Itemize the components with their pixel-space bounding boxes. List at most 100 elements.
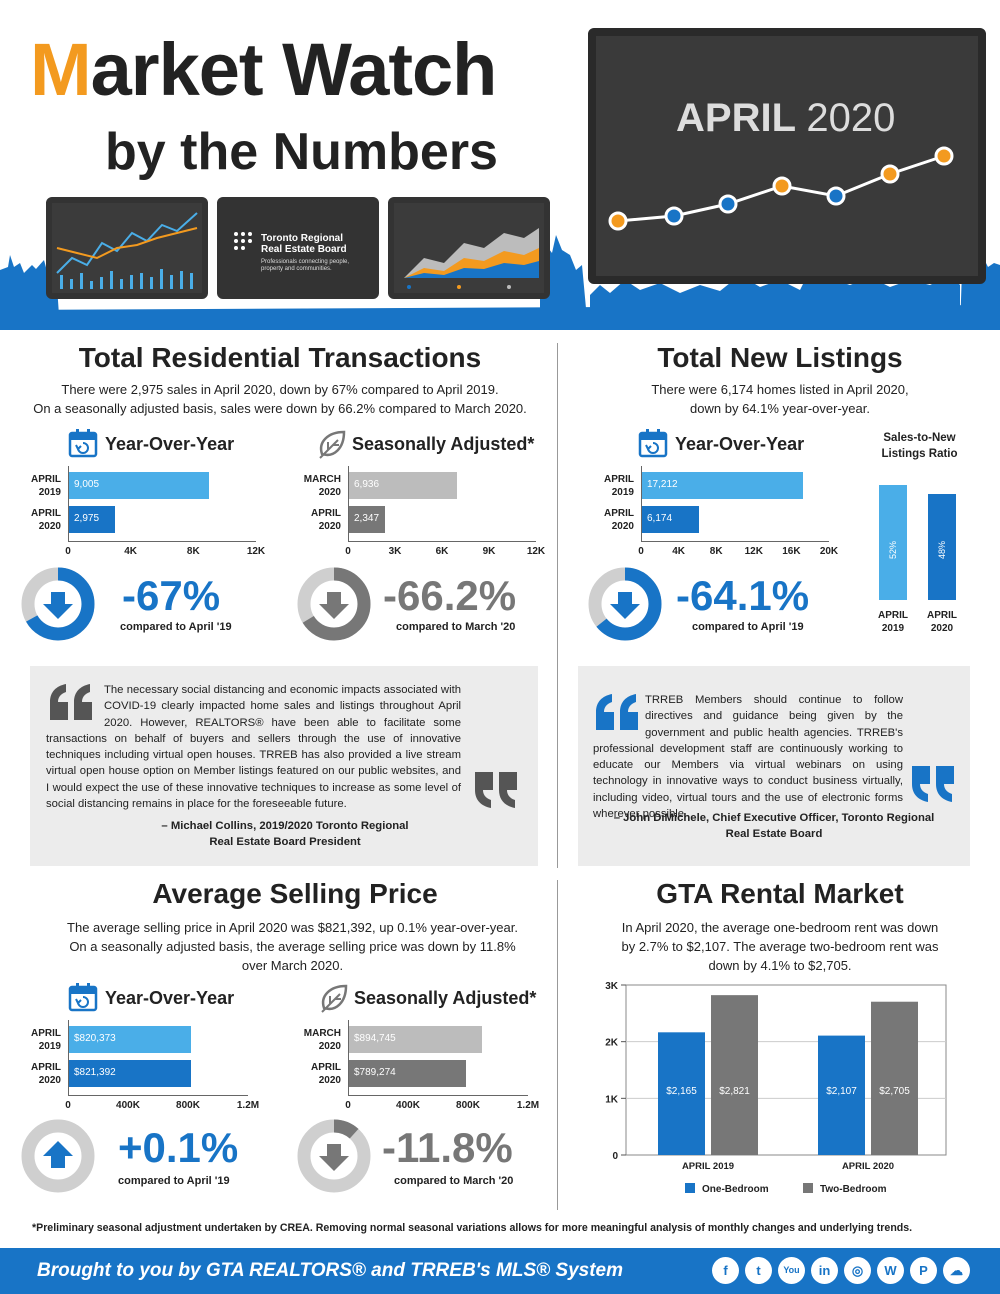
rental-bar [658, 1032, 705, 1155]
price-yoy-tick: 0 [65, 1100, 71, 1111]
price-yoy-compare: compared to April '19 [118, 1175, 230, 1187]
transactions-sa-tick: 12K [526, 546, 546, 557]
listings-yoy-tick: 16K [782, 546, 801, 557]
transactions-sa-axis [348, 466, 349, 541]
transactions-yoy-tick: 0 [65, 546, 71, 557]
monitor-brand-tagline: Professionals connecting people, propert… [261, 259, 350, 272]
listings-yoy-compare: compared to April '19 [692, 621, 804, 633]
up-arrow-icon [43, 1141, 73, 1168]
main-title: Market Watch [30, 28, 497, 111]
price-sa-tick: 1.2M [516, 1100, 540, 1111]
calendar-icon [638, 429, 668, 458]
price-sa-pct: -11.8% [382, 1124, 513, 1171]
rental-bar-value: $2,705 [879, 1086, 910, 1097]
rental-y-tick: 2K [605, 1038, 619, 1049]
transactions-yoy-compare: compared to April '19 [120, 621, 232, 633]
instagram-icon[interactable]: ◎ [844, 1257, 871, 1284]
down-arrow-icon [319, 1144, 349, 1171]
trend-line-graphic [608, 146, 954, 231]
rental-x-tick: APRIL 2020 [842, 1161, 894, 1172]
price-sa-tick: 400K [396, 1100, 420, 1111]
soundcloud-icon[interactable]: ☁ [943, 1257, 970, 1284]
header-stripe [0, 318, 1000, 330]
price-yoy-axis-x [68, 1095, 248, 1096]
rental-y-tick: 1K [605, 1094, 619, 1105]
rental-y-tick: 3K [605, 981, 619, 992]
linkedin-icon[interactable]: in [811, 1257, 838, 1284]
rental-legend-label: Two-Bedroom [820, 1184, 887, 1195]
listings-yoy-tick: 0 [638, 546, 644, 557]
leaf-icon [321, 984, 348, 1013]
down-arrow-icon [319, 592, 349, 619]
wordpress-icon[interactable]: W [877, 1257, 904, 1284]
quote-collins-text: The necessary social distancing and econ… [46, 684, 461, 811]
rental-bar-chart: 0 1K 2K 3K $2,165 $2,821 APRIL 2019 $2,107 $2,70… [605, 981, 947, 1195]
price-sa-compare: compared to March '20 [394, 1175, 514, 1187]
transactions-sa-tick: 0 [345, 546, 351, 557]
quote-collins-author: – Michael Collins, 2019/2020 Toronto Reg… [161, 820, 409, 848]
transactions-yoy-bar-label: APRIL 2020 [31, 508, 61, 532]
listings-yoy-bar-value: 6,174 [647, 513, 673, 524]
listings-yoy-tick: 20K [819, 546, 839, 557]
rental-bar [711, 995, 758, 1155]
youtube-icon[interactable]: You [778, 1257, 805, 1284]
transactions-sa-bar-value: 6,936 [354, 479, 380, 490]
transactions-sa-bar-label: APRIL 2020 [311, 508, 341, 532]
transactions-sa-donut [297, 567, 371, 641]
listings-yoy-axis [641, 466, 642, 541]
header: Market Watch by the Numbers Toronto Regi… [0, 0, 1000, 330]
monitor-april-2020: APRIL 2020 [588, 28, 986, 284]
price-yoy-bar-label: APRIL 2020 [31, 1062, 61, 1086]
area-chart-graphic [394, 203, 544, 293]
transactions-yoy-axis [68, 466, 69, 541]
price-sa-bar: $894,745 [348, 1026, 483, 1053]
pinterest-icon[interactable]: P [910, 1257, 937, 1284]
footnote: *Preliminary seasonal adjustment underta… [32, 1222, 913, 1234]
listings-yoy-bar-label: APRIL 2020 [604, 508, 634, 532]
listings-yoy-donut [588, 567, 662, 641]
main-subtitle: by the Numbers [105, 123, 498, 181]
down-arrow-icon [610, 592, 640, 619]
transactions-yoy-bar-value: 9,005 [74, 479, 100, 490]
transactions-desc: There were 2,975 sales in April 2020, do… [33, 382, 527, 416]
quote-box-dimichele [578, 666, 970, 866]
rental-bar-value: $2,165 [666, 1086, 697, 1097]
monitor-area-chart [388, 197, 550, 299]
price-yoy-bar: $820,373 [68, 1026, 192, 1053]
transactions-yoy-pct: -67% [122, 572, 221, 619]
ratio-bar-label: APRIL 2020 [927, 610, 957, 634]
monitor-stock-chart [46, 197, 208, 299]
transactions-sa-compare: compared to March '20 [396, 621, 516, 633]
transactions-yoy-tick: 4K [124, 546, 138, 557]
transactions-yoy-bar: 2,975 [68, 506, 115, 533]
transactions-yoy-tick: 8K [186, 546, 200, 557]
listings-yoy-heading: Year-Over-Year [675, 434, 805, 454]
twitter-icon[interactable]: t [745, 1257, 772, 1284]
calendar-icon [68, 983, 98, 1012]
price-yoy-tick: 800K [176, 1100, 200, 1111]
price-yoy-bar-value: $821,392 [74, 1067, 116, 1078]
listings-yoy-bar-label: APRIL 2019 [604, 474, 634, 498]
price-sa-bar-value: $894,745 [354, 1033, 396, 1044]
transactions-yoy-axis-x [68, 541, 256, 542]
transactions-sa-bar-value: 2,347 [354, 513, 380, 524]
transactions-yoy-donut [21, 567, 95, 641]
ratio-bar [879, 485, 907, 600]
facebook-icon[interactable]: f [712, 1257, 739, 1284]
ratio-bar-label: APRIL 2019 [878, 610, 908, 634]
listings-yoy-pct: -64.1% [676, 572, 810, 619]
rental-x-tick: APRIL 2019 [682, 1161, 734, 1172]
transactions-sa-bar: 6,936 [348, 472, 457, 499]
stock-chart-graphic [52, 203, 202, 293]
price-sa-bar-label: MARCH 2020 [303, 1028, 341, 1052]
listings-title: Total New Listings [657, 342, 903, 373]
transactions-yoy-tick: 12K [246, 546, 266, 557]
price-yoy-axis [68, 1020, 69, 1095]
leaf-icon [319, 430, 346, 459]
price-yoy-donut [21, 1119, 95, 1193]
price-sa-bar-value: $789,274 [354, 1067, 396, 1078]
transactions-sa-tick: 3K [388, 546, 402, 557]
report-period: APRIL 2020 [676, 96, 896, 140]
rental-bar [871, 1001, 918, 1155]
price-desc: The average selling price in April 2020 … [67, 920, 518, 973]
